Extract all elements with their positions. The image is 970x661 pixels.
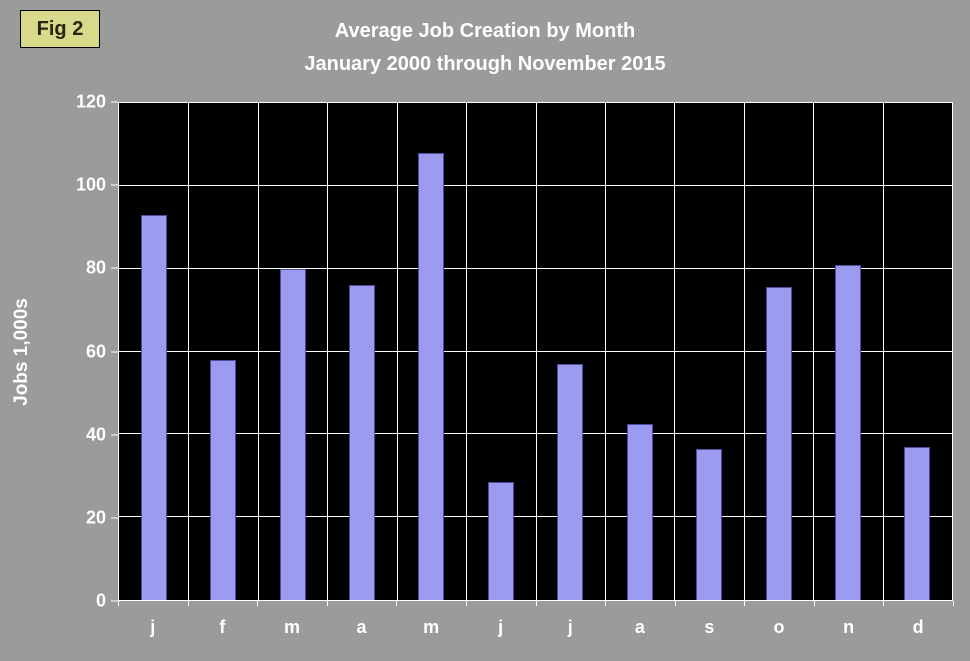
y-tick-label-80: 80 bbox=[85, 257, 106, 278]
x-tick-mark bbox=[465, 601, 467, 606]
x-tick-label-4-a: a bbox=[356, 617, 367, 637]
y-tick-mark bbox=[111, 517, 118, 519]
horizontal-gridline bbox=[119, 184, 952, 186]
bar-11-n bbox=[834, 264, 861, 600]
x-tick-mark bbox=[535, 601, 537, 606]
x-tick-mark bbox=[883, 601, 885, 606]
y-tick-label-0: 0 bbox=[95, 590, 106, 611]
y-tick-label-60: 60 bbox=[85, 341, 106, 361]
horizontal-gridline bbox=[119, 516, 952, 518]
bar-column-f bbox=[188, 103, 257, 600]
bar-column-j bbox=[466, 103, 535, 600]
y-tick-mark bbox=[111, 267, 118, 269]
x-tick-mark bbox=[813, 601, 815, 606]
bar-column-m bbox=[397, 103, 466, 600]
x-tick-label-9-s: s bbox=[704, 617, 715, 637]
bar-column-a bbox=[327, 103, 396, 600]
chart-title: Average Job Creation by Month bbox=[334, 20, 636, 42]
bar-column-s bbox=[674, 103, 743, 600]
bar-column-o bbox=[744, 103, 813, 600]
y-tick-mark bbox=[111, 434, 118, 436]
bar-column-a bbox=[605, 103, 674, 600]
vertical-gridline bbox=[396, 103, 398, 600]
y-tick-mark bbox=[111, 351, 118, 352]
vertical-gridline bbox=[604, 103, 606, 600]
vertical-gridline bbox=[466, 103, 468, 600]
plot-area bbox=[118, 102, 953, 601]
x-tick-label-3-m: m bbox=[283, 617, 300, 637]
x-tick-mark bbox=[326, 601, 328, 606]
y-tick-label-40: 40 bbox=[85, 424, 106, 445]
x-tick-mark bbox=[257, 601, 259, 606]
x-axis-tick-marks bbox=[118, 601, 954, 606]
x-tick-mark bbox=[396, 601, 398, 606]
y-tick-label-20: 20 bbox=[85, 507, 106, 528]
horizontal-gridline bbox=[119, 350, 952, 352]
y-tick-label-120: 120 bbox=[75, 91, 106, 112]
y-axis-tick-marks bbox=[111, 101, 118, 602]
bar-column-j bbox=[536, 103, 605, 600]
bar-5-m bbox=[418, 152, 445, 600]
x-tick-label-1-j: j bbox=[150, 617, 156, 637]
vertical-gridline bbox=[743, 103, 745, 600]
bar-column-d bbox=[883, 103, 952, 600]
bar-4-a bbox=[348, 285, 375, 600]
bar-3-m bbox=[279, 268, 306, 600]
horizontal-gridline bbox=[119, 267, 952, 269]
vertical-gridline bbox=[882, 103, 884, 600]
bar-8-a bbox=[626, 423, 653, 600]
x-tick-mark bbox=[674, 601, 676, 606]
x-tick-label-10-o: o bbox=[773, 617, 785, 637]
y-tick-label-100: 100 bbox=[75, 174, 106, 195]
x-tick-label-12-d: d bbox=[912, 617, 924, 637]
vertical-gridline bbox=[674, 103, 676, 600]
vertical-gridline bbox=[813, 103, 815, 600]
vertical-gridline bbox=[257, 103, 259, 600]
y-tick-mark bbox=[111, 184, 118, 186]
x-tick-label-7-j: j bbox=[567, 617, 573, 637]
chart-subtitle: January 2000 through November 2015 bbox=[304, 53, 666, 75]
x-tick-mark bbox=[605, 601, 607, 606]
figure-number-badge: Fig 2 bbox=[20, 10, 100, 48]
horizontal-gridline bbox=[119, 433, 952, 435]
y-axis-labels: 0 20 40 60 80 100 120 bbox=[0, 92, 106, 611]
y-tick-mark bbox=[111, 101, 118, 103]
vertical-gridline bbox=[188, 103, 190, 600]
bar-6-j bbox=[487, 481, 514, 600]
bar-column-m bbox=[258, 103, 327, 600]
gridlines-layer bbox=[119, 103, 952, 600]
x-tick-mark bbox=[118, 601, 119, 606]
bar-9-s bbox=[696, 448, 723, 600]
x-tick-mark bbox=[953, 601, 954, 606]
x-tick-label-11-n: n bbox=[843, 617, 855, 637]
x-tick-mark bbox=[187, 601, 189, 606]
vertical-gridline bbox=[327, 103, 329, 600]
bar-12-d bbox=[904, 446, 931, 600]
y-tick-mark bbox=[111, 600, 118, 602]
x-tick-label-6-j: j bbox=[498, 617, 504, 637]
x-tick-mark bbox=[744, 601, 746, 606]
x-tick-label-5-m: m bbox=[423, 617, 440, 637]
bar-1-j bbox=[140, 214, 167, 600]
bar-7-j bbox=[557, 363, 584, 600]
vertical-gridline bbox=[535, 103, 537, 600]
bar-10-o bbox=[765, 287, 792, 600]
bar-column-n bbox=[813, 103, 882, 600]
bar-column-j bbox=[119, 103, 188, 600]
bars-layer bbox=[119, 103, 952, 600]
chart-title-block: Average Job Creation by Month January 20… bbox=[0, 15, 970, 81]
x-tick-label-2-f: f bbox=[219, 617, 226, 637]
bar-2-f bbox=[210, 359, 237, 600]
x-tick-label-8-a: a bbox=[634, 617, 645, 637]
